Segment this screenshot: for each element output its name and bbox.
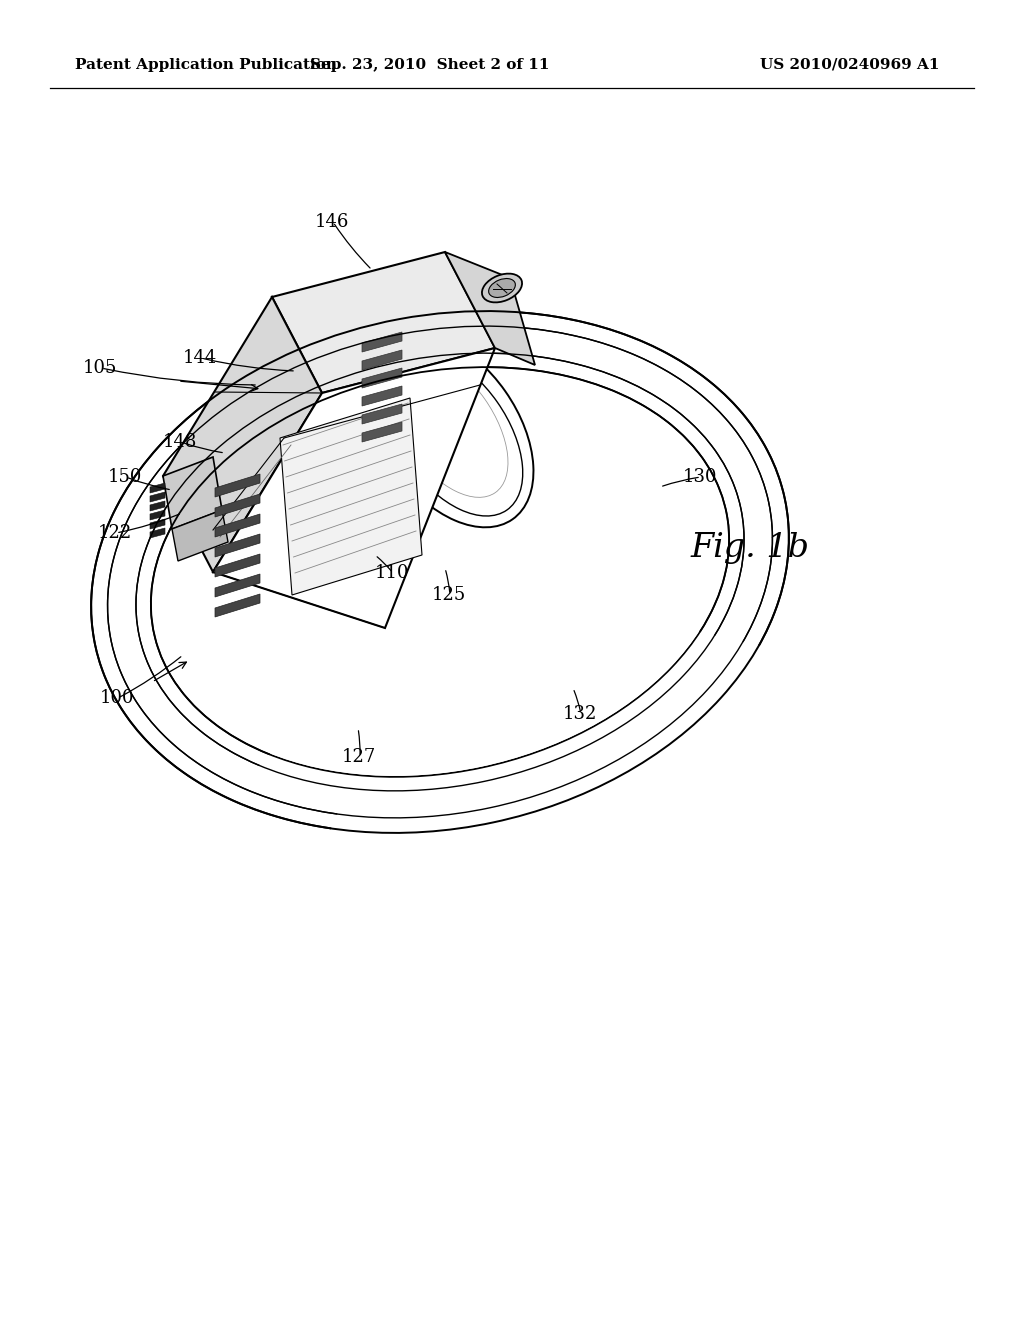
Polygon shape — [362, 333, 402, 352]
Polygon shape — [362, 368, 402, 388]
Text: 130: 130 — [683, 469, 718, 486]
Polygon shape — [150, 519, 165, 529]
Polygon shape — [362, 385, 402, 407]
Polygon shape — [215, 554, 260, 577]
Polygon shape — [163, 457, 222, 529]
Text: 100: 100 — [100, 689, 134, 708]
Polygon shape — [150, 510, 165, 520]
Text: US 2010/0240969 A1: US 2010/0240969 A1 — [760, 58, 940, 73]
Polygon shape — [215, 474, 260, 498]
Text: Fig. 1b: Fig. 1b — [690, 532, 809, 564]
Polygon shape — [163, 297, 322, 572]
Polygon shape — [215, 494, 260, 517]
Text: 110: 110 — [375, 564, 410, 582]
Text: 132: 132 — [563, 705, 597, 723]
Polygon shape — [445, 252, 535, 366]
Text: 144: 144 — [183, 348, 217, 367]
Ellipse shape — [482, 273, 522, 302]
Text: 146: 146 — [315, 213, 349, 231]
Polygon shape — [215, 594, 260, 616]
Text: 150: 150 — [108, 469, 142, 486]
Text: Sep. 23, 2010  Sheet 2 of 11: Sep. 23, 2010 Sheet 2 of 11 — [310, 58, 550, 73]
Polygon shape — [362, 350, 402, 370]
Polygon shape — [362, 404, 402, 424]
Ellipse shape — [488, 279, 515, 297]
Text: 105: 105 — [83, 359, 118, 378]
Polygon shape — [213, 348, 495, 628]
Polygon shape — [150, 492, 165, 502]
Polygon shape — [150, 528, 165, 539]
Polygon shape — [280, 399, 422, 595]
Polygon shape — [215, 535, 260, 557]
Polygon shape — [215, 513, 260, 537]
Polygon shape — [172, 510, 228, 561]
Text: 125: 125 — [432, 586, 466, 605]
Polygon shape — [362, 422, 402, 442]
Ellipse shape — [152, 368, 728, 776]
Text: 148: 148 — [163, 433, 198, 451]
Text: 127: 127 — [342, 748, 376, 766]
Polygon shape — [150, 502, 165, 511]
Polygon shape — [215, 574, 260, 597]
Text: 122: 122 — [98, 524, 132, 543]
Polygon shape — [150, 483, 165, 492]
Polygon shape — [272, 252, 495, 393]
Text: Patent Application Publication: Patent Application Publication — [75, 58, 337, 73]
